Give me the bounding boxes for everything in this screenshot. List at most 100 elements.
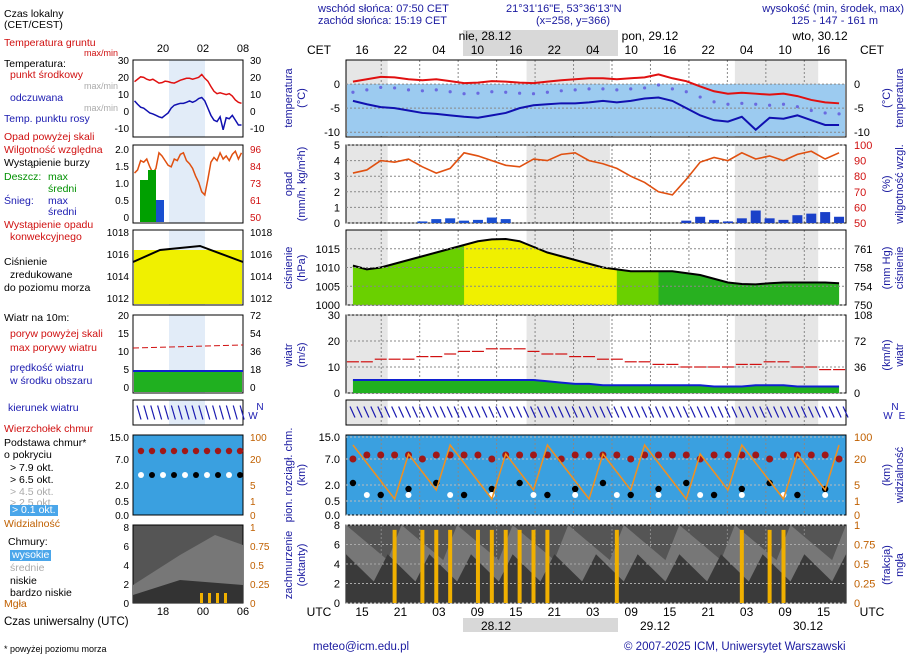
temp-feel-dot [545,90,549,94]
cloud-top-dot [488,455,496,463]
cloud-base-dot-low [572,492,579,498]
legend-compass-n-icon: N [256,402,263,413]
legend-cloud-top-dot [192,447,200,455]
legend-wind-ytick: 15 [118,329,130,340]
cloud-ytick: 15.0 [319,432,340,444]
cet-tick: 22 [701,43,715,57]
legend-bottom-tick: 00 [197,606,209,618]
precip-bar [709,219,720,223]
legend-storm: Wystąpienie burzy [4,157,90,169]
precip-bar [834,216,845,223]
legend-wind-arrow [198,405,204,420]
cet-tick: 16 [817,43,831,57]
legend-humid-ytick: 73 [250,179,262,190]
legend-cover-ytick: 6 [123,542,129,553]
cloud-top-dot [655,451,662,459]
wind-arrow [641,406,648,418]
legend-temp-feel-maxmin: max/min [84,103,119,113]
day-label: wto, 30.12 [791,29,848,43]
temp-feel-dot [643,86,647,90]
pressure-axis-label: ciśnienie [283,247,295,290]
vis-ytick: 100 [854,432,872,444]
legend-temp-ytick: -10 [115,124,130,135]
humid-ytick: 60 [854,202,866,214]
legend-precip-ytick: 0.5 [115,196,129,207]
legend-cloud-top-dot [170,447,178,455]
cloud-top-dot [530,451,537,459]
legend-vis-ytick: 5 [250,481,256,492]
temp-feel-dot [754,102,758,106]
legend-wind-ytick-right: 54 [250,329,262,340]
legend-wind-arrow [177,405,183,420]
temp-ytick: 0 [334,79,340,91]
legend-wind-arrow [191,405,197,420]
wind-arrow [543,406,550,418]
cet-label-left: CET [307,43,332,57]
precip-bar [445,218,456,223]
fog-bar [767,529,772,603]
utc-tick: 03 [432,605,446,619]
legend-vis-ytick: 100 [250,433,267,444]
wind-arrow [821,406,828,418]
legend-rain-over-scale: Opad powyżej skali [4,131,95,143]
legend-pressure-line [132,244,244,263]
wind-arrow [384,406,391,418]
legend-temp-ytick: 0 [123,107,129,118]
vis-axis-unit: (km) [881,464,893,486]
cloud-base-dot [349,479,357,487]
wind-ytick-right: 0 [854,388,860,400]
wind-arrow [682,406,689,418]
legend-cloud-base-dot [237,472,243,478]
cover-ytick: 0 [334,598,340,610]
temp-feel-dot [518,91,522,95]
humidity-line [352,150,840,196]
wind-arrow [620,406,627,418]
wind-arrow [655,406,662,418]
legend-cloud-base: Podstawa chmur* [4,437,87,449]
wind-arrow [773,406,780,418]
cover-ytick: 8 [334,520,340,532]
fog-bar [531,529,536,603]
legend-precip-ytick: 1.5 [115,162,129,173]
legend-utc: Czas uniwersalny (UTC) [4,616,129,628]
cloud-base-dot-low [363,492,370,498]
legend-humid-ytick: 61 [250,196,262,207]
legend-pressure-ytick: 1018 [107,228,130,239]
wind-arrow [481,406,488,418]
legend-cover-ytick: 2 [123,580,129,591]
footer-email[interactable]: meteo@icm.edu.pl [313,641,410,653]
utc-tick: 09 [471,605,485,619]
wind-axis-unit: (m/s) [296,342,308,367]
wind-arrow [752,406,759,418]
legend-rain-bar [140,180,148,222]
legend-gust-line [132,344,244,349]
cloud-top-dot [349,455,357,463]
precip-ytick: 4 [334,156,340,168]
wind-arrow [724,406,731,418]
temp-axis-unit: (°C) [296,88,308,108]
precip-bar [722,221,733,223]
legend-cloud-top: Wierzchołek chmur [4,423,94,435]
day-band-top [463,30,618,56]
wind-arrow [759,406,766,418]
temp-feel-dot [823,111,827,115]
legend-cloud-top-dot [137,447,145,455]
humid-ytick: 50 [854,218,866,230]
legend-snow-bar [156,200,164,222]
pressure-ytick-right: 750 [854,300,872,312]
legend-wind-arrow [232,405,238,420]
cloud-base-dot [738,485,746,493]
fog-bar [475,529,480,603]
cloud-base-dot-low [613,492,620,498]
vis-ytick: 0 [854,510,860,522]
wind-arrow [536,406,544,418]
legend-fog-ytick: 1 [250,523,256,534]
temp-axis-label: temperatura [283,67,295,127]
legend-cover-ytick: 4 [123,561,129,572]
wind-arrow [738,406,745,418]
cloud-base-dot-low [738,492,745,498]
pressure-area-high [464,239,617,305]
cloud-base-dot-low [447,492,454,498]
temp-feel-dot [615,88,619,92]
utc-label-right: UTC [860,605,885,619]
